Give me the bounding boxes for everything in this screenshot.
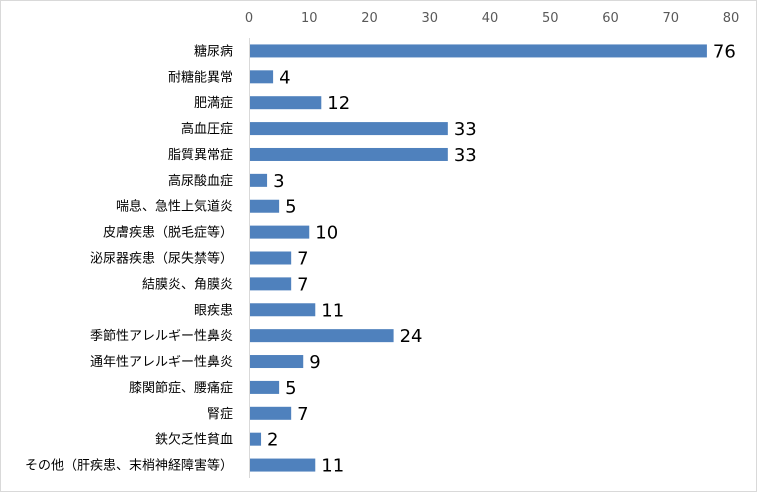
- category-label: 肥満症: [194, 96, 233, 111]
- bar: [250, 122, 448, 136]
- bar: [250, 277, 292, 291]
- bar: [250, 432, 262, 446]
- x-tick-label: 30: [421, 11, 438, 26]
- bars: [250, 44, 707, 472]
- bar: [250, 96, 322, 110]
- bar: [250, 380, 280, 394]
- category-label: 脂質異常症: [168, 148, 233, 163]
- bar: [250, 225, 310, 239]
- category-labels: 糖尿病耐糖能異常肥満症高血圧症脂質異常症高尿酸血症喘息、急性上気道炎皮膚疾患（脱…: [25, 43, 233, 473]
- category-label: 通年性アレルギー性鼻炎: [90, 354, 233, 370]
- x-tick-label: 40: [482, 11, 499, 26]
- data-label: 5: [285, 197, 296, 218]
- category-label: 皮膚疾患（脱毛症等）: [103, 225, 233, 241]
- data-label: 2: [267, 430, 278, 451]
- bar: [250, 303, 316, 317]
- bar: [250, 147, 448, 161]
- data-label: 4: [279, 67, 290, 88]
- x-tick-label: 50: [542, 11, 559, 26]
- bar: [250, 406, 292, 420]
- category-label: 高尿酸血症: [168, 173, 233, 189]
- data-label: 33: [454, 119, 477, 140]
- bar: [250, 355, 304, 369]
- data-label: 7: [297, 404, 308, 425]
- data-label: 24: [400, 326, 423, 347]
- data-label: 10: [315, 223, 338, 244]
- x-tick-label: 70: [662, 11, 679, 26]
- data-label: 7: [297, 249, 308, 270]
- x-tick-label: 10: [301, 11, 318, 26]
- data-label: 11: [321, 300, 344, 321]
- category-label: 膝関節症、腰痛症: [129, 380, 233, 396]
- data-label: 9: [309, 352, 320, 373]
- category-label: 高血圧症: [181, 121, 233, 137]
- bar: [250, 173, 268, 187]
- category-label: 腎症: [207, 407, 233, 422]
- category-label: 喘息、急性上気道炎: [116, 199, 233, 215]
- x-tick-label: 0: [245, 11, 253, 26]
- category-label: 耐糖能異常: [168, 69, 233, 85]
- category-label: 眼疾患: [194, 303, 233, 318]
- data-label: 5: [285, 378, 296, 399]
- category-label: 糖尿病: [194, 43, 233, 59]
- data-label: 12: [327, 93, 350, 114]
- data-label: 33: [454, 145, 477, 166]
- data-label: 7: [297, 274, 308, 295]
- x-tick-label: 80: [723, 11, 740, 26]
- x-tick-label: 20: [361, 11, 378, 26]
- data-label: 11: [321, 456, 344, 477]
- bar: [250, 44, 707, 58]
- bar: [250, 199, 280, 213]
- bar: [250, 329, 394, 343]
- bar: [250, 70, 274, 84]
- category-label: 季節性アレルギー性鼻炎: [90, 328, 233, 344]
- category-label: その他（肝疾患、末梢神経障害等）: [25, 458, 233, 474]
- category-label: 泌尿器疾患（尿失禁等）: [90, 251, 233, 267]
- category-label: 鉄欠乏性貧血: [155, 432, 233, 448]
- bar: [250, 251, 292, 265]
- data-label: 76: [713, 41, 736, 62]
- category-label: 結膜炎、角膜炎: [142, 277, 233, 292]
- x-axis: 0 10 20 30 40 50 60 70 80: [245, 11, 739, 26]
- bar: [250, 458, 316, 472]
- data-label: 3: [273, 171, 284, 192]
- x-tick-label: 60: [602, 11, 619, 26]
